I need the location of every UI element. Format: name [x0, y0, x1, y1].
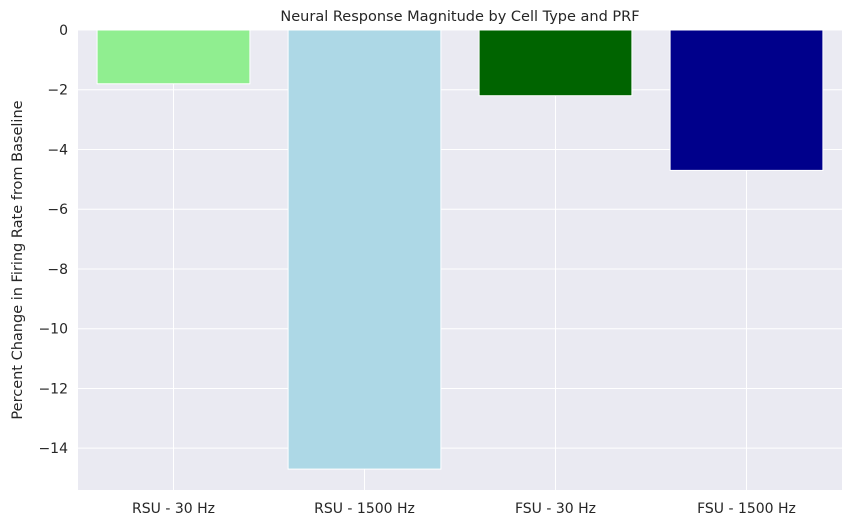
x-axis-ticks: RSU - 30 Hz RSU - 1500 Hz FSU - 30 Hz FSU -… — [132, 501, 796, 517]
x-tick-label: FSU - 1500 Hz — [697, 501, 796, 517]
y-axis-ticks: 0 −2 −4 −6 −8 −10 −12 −14 — [38, 23, 68, 457]
y-tick-label: −14 — [38, 441, 68, 457]
x-tick-label: FSU - 30 Hz — [515, 501, 596, 517]
y-tick-label: −2 — [47, 83, 68, 99]
y-tick-label: −10 — [38, 322, 68, 338]
bar — [96, 29, 251, 85]
y-tick-label: −12 — [38, 381, 68, 397]
bar — [478, 29, 633, 97]
y-tick-label: −6 — [47, 202, 68, 218]
y-tick-label: 0 — [59, 23, 68, 39]
bar — [669, 29, 824, 171]
y-axis-label: Percent Change in Firing Rate from Basel… — [10, 100, 26, 419]
chart-title: Neural Response Magnitude by Cell Type a… — [280, 9, 639, 25]
bars — [96, 29, 824, 470]
x-tick-label: RSU - 30 Hz — [132, 501, 215, 517]
y-tick-label: −8 — [47, 262, 68, 278]
y-tick-label: −4 — [47, 142, 68, 158]
bar — [287, 29, 442, 470]
x-tick-label: RSU - 1500 Hz — [314, 501, 415, 517]
